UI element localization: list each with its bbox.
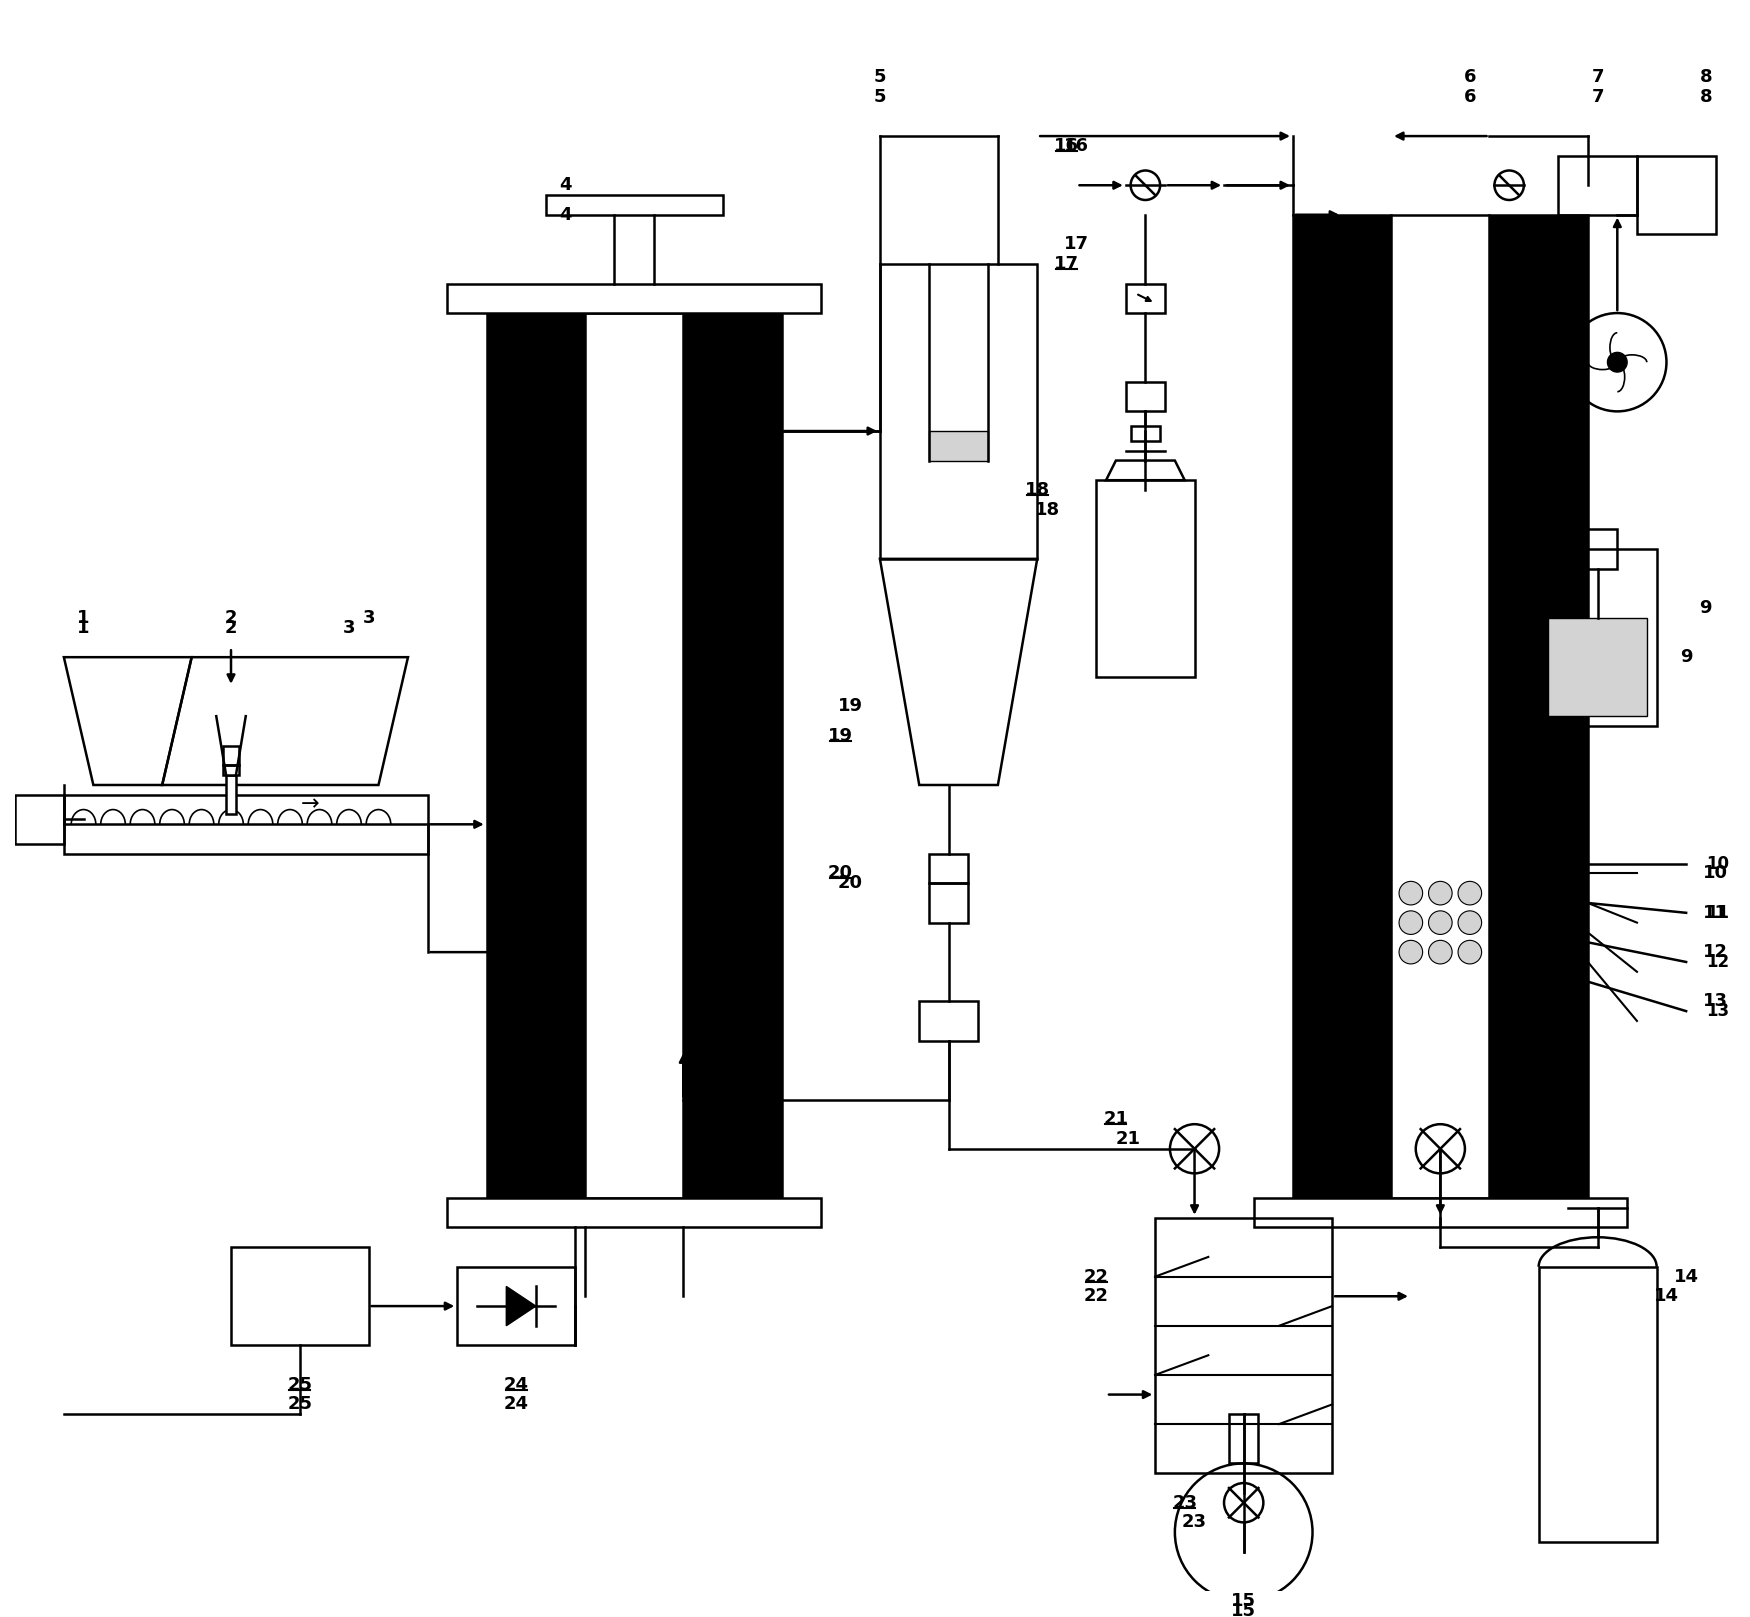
Circle shape <box>1398 941 1423 964</box>
Bar <box>1636 155 1715 234</box>
FancyArrowPatch shape <box>1138 294 1152 301</box>
Bar <box>546 196 723 215</box>
Bar <box>14 796 63 844</box>
Text: 20: 20 <box>838 875 863 893</box>
Text: 16: 16 <box>1064 137 1088 155</box>
Text: 18: 18 <box>1026 480 1050 500</box>
Text: 1: 1 <box>77 610 89 627</box>
Circle shape <box>1428 881 1452 906</box>
Bar <box>1228 1415 1258 1463</box>
Text: 24: 24 <box>504 1395 528 1413</box>
Text: 1: 1 <box>77 619 89 637</box>
Text: 4: 4 <box>558 205 572 223</box>
Text: 7: 7 <box>1591 87 1605 105</box>
Text: 19: 19 <box>838 697 863 715</box>
Text: 5: 5 <box>873 87 886 105</box>
Bar <box>224 765 238 775</box>
Bar <box>224 745 238 765</box>
Text: 17: 17 <box>1054 255 1080 273</box>
Text: 16: 16 <box>1054 137 1080 155</box>
Circle shape <box>1608 353 1628 372</box>
Text: 11: 11 <box>1703 904 1729 922</box>
Text: 15: 15 <box>1232 1593 1256 1611</box>
Text: 25: 25 <box>287 1395 312 1413</box>
Bar <box>929 883 968 923</box>
Bar <box>929 854 968 883</box>
Bar <box>1125 283 1166 314</box>
Text: 22: 22 <box>1083 1268 1110 1286</box>
Bar <box>880 264 1038 559</box>
Text: 14: 14 <box>1673 1268 1699 1286</box>
Bar <box>1096 480 1195 678</box>
Circle shape <box>1428 941 1452 964</box>
Text: 14: 14 <box>1654 1287 1678 1305</box>
Text: 4: 4 <box>558 176 572 194</box>
Text: 6: 6 <box>1463 87 1475 105</box>
Circle shape <box>1398 881 1423 906</box>
Text: 8: 8 <box>1699 68 1712 86</box>
Text: 24: 24 <box>504 1376 528 1394</box>
Bar <box>1578 529 1617 569</box>
Text: 25: 25 <box>287 1376 312 1394</box>
Bar <box>929 432 989 461</box>
Text: 11: 11 <box>1706 904 1729 922</box>
Bar <box>1549 618 1647 716</box>
Bar <box>1125 382 1166 411</box>
Text: 17: 17 <box>1064 234 1088 254</box>
Text: 3: 3 <box>343 619 355 637</box>
Bar <box>1293 215 1391 1198</box>
Bar <box>1538 1266 1657 1543</box>
Text: 2: 2 <box>224 610 238 627</box>
Text: 10: 10 <box>1703 865 1729 883</box>
Text: 12: 12 <box>1703 943 1729 960</box>
Text: 7: 7 <box>1591 68 1605 86</box>
Text: 5: 5 <box>873 68 886 86</box>
Text: 18: 18 <box>1034 501 1059 519</box>
Bar <box>1391 215 1489 1198</box>
Circle shape <box>1428 910 1452 935</box>
Polygon shape <box>506 1287 536 1326</box>
Text: 23: 23 <box>1181 1514 1207 1531</box>
Text: 15: 15 <box>1232 1602 1256 1617</box>
Bar <box>63 796 427 854</box>
Text: 13: 13 <box>1706 1003 1729 1020</box>
Text: 13: 13 <box>1703 993 1729 1011</box>
Text: →: → <box>301 794 318 815</box>
Bar <box>448 1198 821 1227</box>
Text: 6: 6 <box>1463 68 1475 86</box>
Text: 23: 23 <box>1172 1494 1197 1512</box>
Text: 21: 21 <box>1104 1111 1129 1129</box>
Bar <box>1558 155 1636 215</box>
Text: 3: 3 <box>362 610 374 627</box>
Bar <box>919 1001 978 1041</box>
Text: 9: 9 <box>1680 648 1692 666</box>
Bar <box>226 775 236 815</box>
Text: 19: 19 <box>828 726 852 745</box>
Bar <box>231 1247 369 1345</box>
Text: 20: 20 <box>828 865 852 883</box>
Bar <box>1155 1218 1332 1473</box>
Circle shape <box>1458 910 1482 935</box>
Bar <box>584 314 682 1198</box>
Bar <box>487 314 584 1198</box>
Text: 12: 12 <box>1706 952 1729 970</box>
Bar <box>1253 1198 1628 1227</box>
Circle shape <box>1458 941 1482 964</box>
Bar <box>682 314 782 1198</box>
Text: 21: 21 <box>1116 1130 1141 1148</box>
Circle shape <box>1458 881 1482 906</box>
Text: 10: 10 <box>1706 855 1729 873</box>
Circle shape <box>1398 910 1423 935</box>
Bar <box>457 1266 576 1345</box>
Text: 2: 2 <box>224 619 238 637</box>
Bar <box>1130 427 1160 441</box>
Bar <box>1538 550 1657 726</box>
Polygon shape <box>1106 461 1185 480</box>
Bar <box>448 283 821 314</box>
Text: 22: 22 <box>1083 1287 1110 1305</box>
Text: 9: 9 <box>1699 598 1712 618</box>
Bar <box>1489 215 1587 1198</box>
Text: 8: 8 <box>1699 87 1712 105</box>
